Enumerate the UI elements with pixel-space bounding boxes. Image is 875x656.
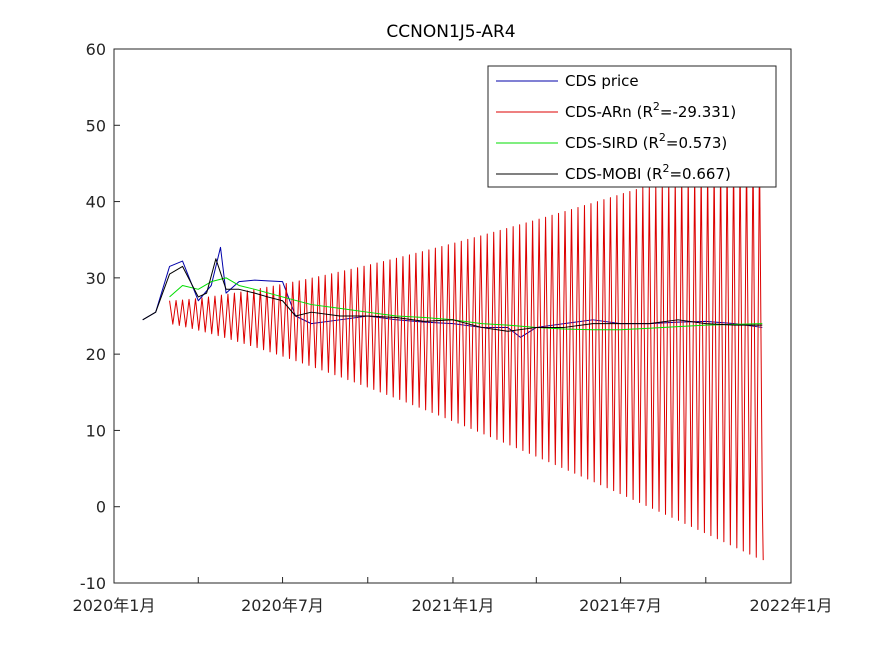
axis-layer: -10 0 10 20 30 40 50 60 2020年1月 2020年7月 2021年1月 202… — [73, 40, 833, 615]
x-tick-label: 2020年7月 — [241, 596, 324, 615]
legend-r2-value: =-29.331) — [660, 103, 736, 121]
legend-r2-value: =0.573) — [666, 134, 727, 152]
x-tick-label: 2021年7月 — [579, 596, 662, 615]
legend-box — [487, 65, 777, 188]
legend-superscript: 2 — [653, 100, 660, 113]
legend-label: CDS-SIRD (R — [565, 134, 659, 152]
series-line-3 — [169, 277, 763, 331]
legend-superscript: 2 — [662, 162, 669, 175]
x-tick-label: 2021年1月 — [412, 596, 495, 615]
legend-r2-value: =0.667) — [669, 165, 730, 183]
legend-entry: CDS-SIRD (R2=0.573) — [565, 131, 727, 152]
y-tick-label: 40 — [86, 193, 106, 212]
x-tick-label: 2020年1月 — [73, 596, 156, 615]
series-line-2 — [169, 148, 764, 561]
y-tick-label: 10 — [86, 421, 106, 440]
legend-entry: CDS-ARn (R2=-29.331) — [565, 100, 736, 121]
y-tick-label: -10 — [80, 574, 106, 593]
legend-entry: CDS price — [565, 72, 639, 90]
y-tick-label: 0 — [96, 498, 106, 517]
legend-entry: CDS-MOBI (R2=0.667) — [565, 162, 731, 183]
x-tick-label: 2022年1月 — [750, 596, 833, 615]
series-line-4 — [142, 258, 763, 332]
y-tick-label: 50 — [86, 116, 106, 135]
legend-superscript: 2 — [659, 131, 666, 144]
y-tick-label: 30 — [86, 269, 106, 288]
chart-title: CCNON1J5-AR4 — [386, 22, 515, 42]
legend-label: CDS-ARn (R — [565, 103, 653, 121]
legend-label: CDS price — [565, 72, 639, 90]
y-tick-label: 60 — [86, 40, 106, 59]
series-layer — [142, 148, 764, 561]
legend-label: CDS-MOBI (R — [565, 165, 662, 183]
y-tick-label: 20 — [86, 345, 106, 364]
